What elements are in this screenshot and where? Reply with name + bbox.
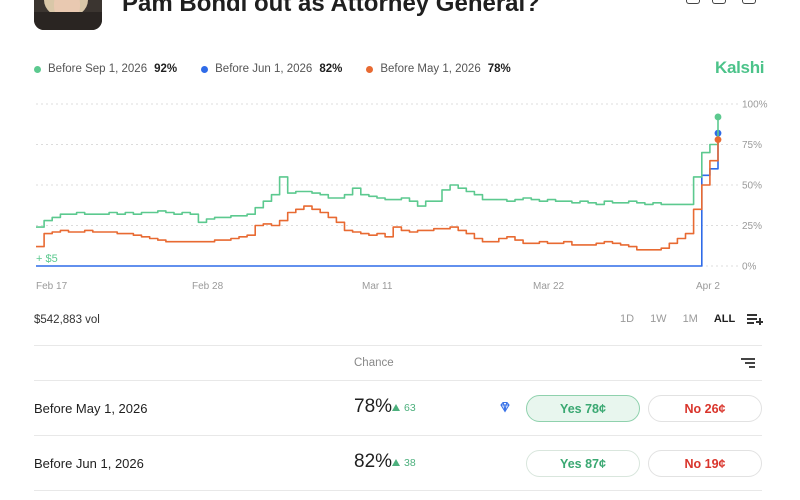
series-line [36,139,719,251]
price-chart[interactable]: 0% 25% 50% 75% 100% Feb 17 Feb 28 Mar 11 Mar 22… [0,90,800,300]
y-tick-label: 25% [742,221,762,232]
outcome-name: Before May 1, 2026 [34,401,148,416]
volume-label: $542,883 vol [34,314,100,326]
legend-label: Before Sep 1, 2026 [48,63,148,75]
legend-value: 82% [319,63,343,75]
legend-value: 78% [487,63,511,75]
up-arrow-icon [392,459,400,466]
legend-label: Before Jun 1, 2026 [215,63,313,75]
diamond-icon [500,401,510,413]
legend-item-jun: Before Jun 1, 2026 82% [201,63,342,75]
x-tick-label: Apr 2 [696,281,720,292]
chance-column-header: Chance [354,357,394,369]
legend-dot-icon [34,65,41,73]
add-to-list-icon[interactable] [747,313,764,325]
divider [34,435,762,436]
buy-no-button[interactable]: No 26¢ [648,395,762,422]
buy-no-button[interactable]: No 19¢ [648,450,762,477]
y-tick-label: 100% [742,100,768,111]
series-line [36,133,719,267]
range-selector: 1D 1W 1M ALL [620,313,779,325]
market-title: Pam Bondi out as Attorney General? [122,0,540,17]
divider [34,380,762,381]
divider [34,490,762,491]
more-icon[interactable] [742,0,756,4]
chart-legend: Before Sep 1, 2026 92% Before Jun 1, 202… [34,61,535,77]
x-tick-label: Feb 17 [36,281,68,292]
legend-label: Before May 1, 2026 [380,63,481,75]
range-1m[interactable]: 1M [682,313,698,325]
series-end-dot [714,136,722,144]
range-1d[interactable]: 1D [620,313,635,325]
sort-icon[interactable] [741,358,755,368]
up-arrow-icon [392,404,400,411]
x-axis: Feb 17 Feb 28 Mar 11 Mar 22 Apr 2 [36,281,720,292]
chart-annotation: + $5 [36,253,58,265]
series-end-dot [714,113,722,121]
legend-dot-icon [366,65,374,73]
divider [34,345,762,346]
buy-yes-button[interactable]: Yes 78¢ [526,395,640,422]
legend-item-may: Before May 1, 2026 78% [366,63,511,75]
buy-yes-button[interactable]: Yes 87¢ [526,450,640,477]
outcome-delta: 38 [392,457,416,469]
outcome-delta: 63 [392,402,416,414]
legend-value: 92% [154,63,178,75]
series-line [36,117,719,228]
range-1w[interactable]: 1W [650,313,667,325]
outcome-row-jun[interactable]: Before Jun 1, 2026 82% 38 Yes 87¢ No 19¢ [34,436,762,490]
outcome-chance: 82% [354,451,393,472]
delta-value: 38 [404,457,416,469]
legend-dot-icon [201,65,209,73]
outcome-name: Before Jun 1, 2026 [34,456,144,471]
y-tick-label: 75% [742,140,762,151]
chart-grid [36,103,738,267]
chart-lines [36,113,722,267]
legend-item-sep: Before Sep 1, 2026 92% [34,63,177,75]
market-header: Pam Bondi out as Attorney General? [0,0,800,40]
x-tick-label: Mar 22 [533,281,565,292]
y-axis: 0% 25% 50% 75% 100% [742,100,768,273]
x-tick-label: Mar 11 [362,281,393,292]
range-all[interactable]: ALL [713,313,736,325]
outcome-row-may[interactable]: Before May 1, 2026 78% 63 Yes 78¢ No 26¢ [34,381,762,435]
y-tick-label: 50% [742,181,762,192]
outcome-chance: 78% [354,396,393,417]
delta-value: 63 [404,402,416,414]
y-tick-label: 0% [742,262,757,273]
share-icon[interactable] [686,0,700,4]
kalshi-logo: Kalshi [715,58,765,77]
market-thumbnail [34,0,102,30]
bookmark-icon[interactable] [712,0,726,4]
x-tick-label: Feb 28 [192,281,224,292]
